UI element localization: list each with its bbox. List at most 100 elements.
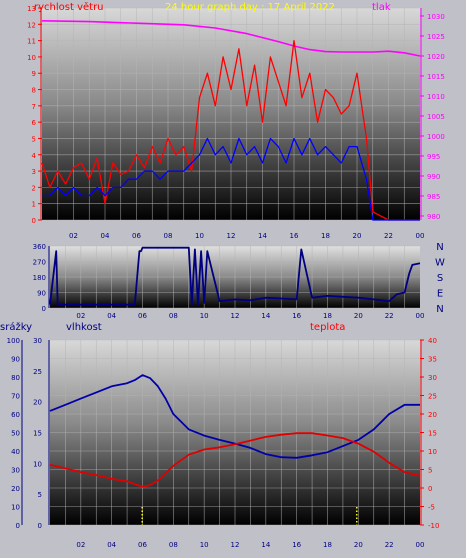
wind-tick-label: 8 [32, 87, 36, 95]
direction-x-tick-label: 16 [292, 312, 301, 320]
wind-x-tick-label: 14 [258, 232, 267, 240]
temp-x-tick-label: 00 [416, 541, 425, 549]
wind-x-tick-label: 02 [69, 232, 78, 240]
temp-tick-label: -5 [428, 504, 435, 512]
pressure-tick-label: 1030 [427, 13, 445, 21]
direction-x-tick-label: 04 [107, 312, 116, 320]
temperature-line [49, 432, 421, 488]
temp-x-tick-label: 02 [76, 541, 85, 549]
direction-x-tick-label: 20 [354, 312, 363, 320]
direction-x-tick-label: 12 [231, 312, 240, 320]
pressure-tick-label: 995 [427, 153, 440, 161]
chart-title: 24 hour graph day : 17 April 2022 [165, 2, 335, 13]
wind-x-tick-label: 10 [195, 232, 204, 240]
wind-tick-label: 11 [27, 38, 36, 46]
precip-tick-label: 90 [11, 356, 20, 364]
wind-x-tick-label: 08 [164, 232, 173, 240]
temp-x-tick-label: 06 [138, 541, 147, 549]
precip-tick-label: 10 [11, 504, 20, 512]
direction-tick-label: 180 [33, 274, 46, 282]
compass-label: E [437, 289, 443, 300]
temp-x-tick-label: 10 [200, 541, 209, 549]
humidity-tick-label: 25 [33, 368, 42, 376]
wind-tick-label: 12 [27, 21, 36, 29]
precip-tick-label: 40 [11, 448, 20, 456]
direction-tick-label: 360 [33, 243, 46, 251]
precip-tick-label: 100 [7, 337, 20, 345]
temp-tick-label: 35 [428, 356, 437, 364]
wind-x-tick-label: 20 [353, 232, 362, 240]
wind-tick-label: 0 [32, 217, 36, 225]
wind-axis-title: rychlost větru [34, 1, 104, 13]
direction-x-tick-label: 02 [76, 312, 85, 320]
humidity-tick-label: 30 [33, 337, 42, 345]
wind-gust-line [41, 39, 420, 221]
wind-direction-line [49, 246, 421, 306]
precip-tick-label: 30 [11, 467, 20, 475]
pressure-tick-label: 990 [427, 173, 440, 181]
pressure-tick-label: 1010 [427, 93, 445, 101]
wind-tick-label: 10 [27, 54, 36, 62]
wind-x-tick-label: 22 [384, 232, 393, 240]
wind-x-tick-label: 18 [321, 232, 330, 240]
wind-tick-label: 7 [32, 103, 36, 111]
pressure-tick-label: 1005 [427, 113, 445, 121]
pressure-tick-label: 1025 [427, 33, 445, 41]
wind-x-tick-label: 00 [416, 232, 425, 240]
direction-x-tick-label: 22 [385, 312, 394, 320]
direction-x-tick-label: 10 [200, 312, 209, 320]
humidity-axis-title: vlhkost [66, 322, 102, 333]
humidity-tick-label: 0 [38, 522, 42, 530]
temp-tick-label: 20 [428, 411, 437, 419]
compass-label: N [436, 242, 443, 253]
temp-x-tick-label: 20 [354, 541, 363, 549]
temp-tick-label: -10 [428, 522, 439, 530]
pressure-line [41, 20, 421, 57]
temp-x-tick-label: 12 [231, 541, 240, 549]
temp-tick-label: 30 [428, 374, 437, 382]
direction-x-tick-label: 00 [416, 312, 425, 320]
temp-tick-label: 10 [428, 448, 437, 456]
wind-tick-label: 5 [32, 135, 36, 143]
direction-x-tick-label: 08 [169, 312, 178, 320]
pressure-tick-label: 985 [427, 193, 440, 201]
humidity-tick-label: 5 [38, 491, 42, 499]
temp-x-tick-label: 04 [107, 541, 116, 549]
temp-x-tick-label: 22 [385, 541, 394, 549]
humidity-tick-label: 15 [33, 430, 42, 438]
pressure-axis-title: tlak [372, 2, 391, 13]
humidity-tick-label: 20 [33, 399, 42, 407]
direction-tick-label: 0 [42, 305, 46, 313]
temp-x-tick-label: 18 [323, 541, 332, 549]
temp-tick-label: 15 [428, 430, 437, 438]
temp-tick-label: 0 [428, 485, 432, 493]
wind-x-tick-label: 12 [227, 232, 236, 240]
pressure-tick-label: 980 [427, 213, 440, 221]
temperature-axis-title: teplota [310, 322, 345, 333]
pressure-tick-label: 1015 [427, 73, 445, 81]
precip-tick-label: 80 [11, 374, 20, 382]
compass-label: W [435, 258, 445, 269]
wind-x-tick-label: 06 [132, 232, 141, 240]
wind-tick-label: 13 [27, 5, 36, 13]
wind-tick-label: 1 [32, 201, 36, 209]
wind-tick-label: 4 [32, 152, 37, 160]
precip-tick-label: 70 [11, 393, 20, 401]
wind-tick-label: 6 [32, 119, 37, 127]
temp-tick-label: 25 [428, 393, 437, 401]
direction-tick-label: 90 [37, 290, 46, 298]
humidity-tick-label: 10 [33, 460, 42, 468]
pressure-tick-label: 1020 [427, 53, 445, 61]
compass-label: S [437, 273, 443, 284]
temp-tick-label: 5 [428, 467, 432, 475]
precip-axis-title: srážky [0, 321, 32, 333]
precip-tick-label: 20 [11, 485, 20, 493]
direction-x-tick-label: 18 [323, 312, 332, 320]
direction-x-tick-label: 14 [261, 312, 270, 320]
wind-speed-line [42, 137, 420, 221]
temp-tick-label: 40 [428, 337, 437, 345]
compass-label: N [436, 304, 443, 315]
wind-tick-label: 9 [32, 70, 36, 78]
wind-x-tick-label: 16 [290, 232, 299, 240]
